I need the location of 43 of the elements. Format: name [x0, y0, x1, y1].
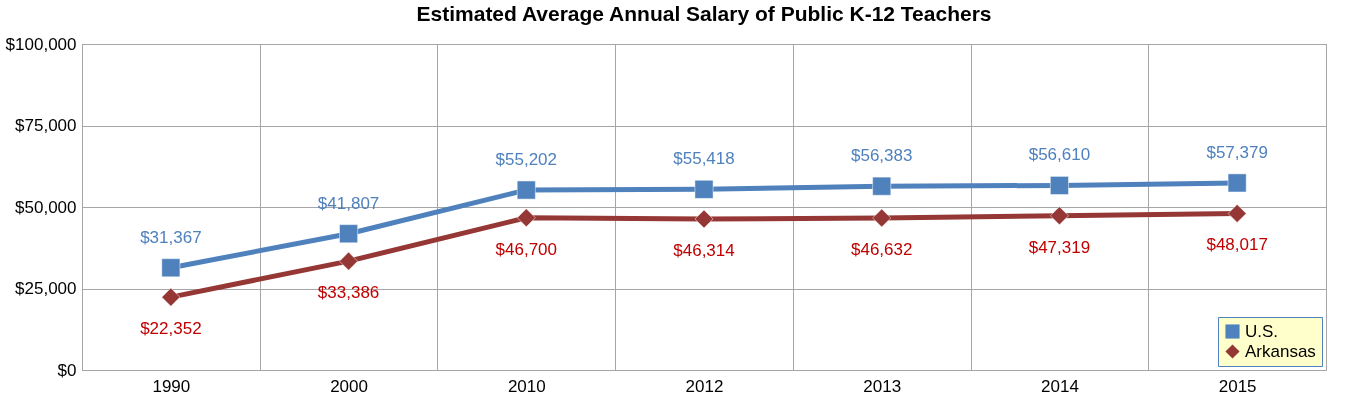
- y-tick-label: $100,000: [5, 34, 77, 54]
- data-label: $33,386: [317, 283, 380, 303]
- legend-label: Arkansas: [1245, 341, 1316, 361]
- x-tick-label: 2000: [330, 376, 368, 396]
- point: [1227, 204, 1247, 223]
- x-tick-label: 1990: [152, 376, 191, 396]
- chart-title: Estimated Average Annual Salary of Public K-12 Teachers: [416, 2, 992, 25]
- data-label: $46,700: [495, 239, 558, 259]
- point: [872, 176, 892, 196]
- data-label: $56,610: [1028, 145, 1091, 165]
- data-label: $31,367: [140, 227, 202, 247]
- point: [694, 180, 714, 199]
- point: [339, 224, 358, 244]
- data-label: $46,314: [673, 241, 735, 261]
- point: [516, 208, 536, 228]
- point: [872, 208, 892, 228]
- point: [1227, 173, 1247, 193]
- data-label: $22,352: [140, 319, 202, 339]
- point: [694, 209, 714, 229]
- point: [161, 258, 181, 278]
- x-tick-label: 2014: [1041, 376, 1079, 396]
- x-tick-label: 2012: [685, 376, 724, 396]
- data-label: $57,379: [1206, 142, 1268, 162]
- legend-label: U.S.: [1245, 321, 1279, 341]
- point: [161, 287, 181, 307]
- data-label: $56,383: [850, 146, 913, 166]
- y-tick-label: $50,000: [15, 197, 77, 217]
- point: [1050, 176, 1069, 195]
- point: [339, 251, 358, 271]
- x-tick-label: 2015: [1218, 376, 1257, 396]
- data-label: $46,632: [850, 239, 913, 259]
- data-label: $55,202: [495, 150, 558, 170]
- point: [516, 180, 536, 200]
- y-tick-label: $75,000: [15, 116, 77, 135]
- y-tick-label: $25,000: [15, 279, 77, 298]
- x-tick-label: 2010: [507, 376, 546, 396]
- y-tick-label: $0: [57, 360, 77, 380]
- data-label: $47,319: [1028, 237, 1091, 257]
- data-label: $55,418: [673, 149, 735, 169]
- data-label: $41,807: [317, 193, 380, 213]
- data-label: $48,017: [1206, 235, 1268, 255]
- x-tick-label: 2013: [863, 376, 902, 396]
- point: [1050, 206, 1069, 226]
